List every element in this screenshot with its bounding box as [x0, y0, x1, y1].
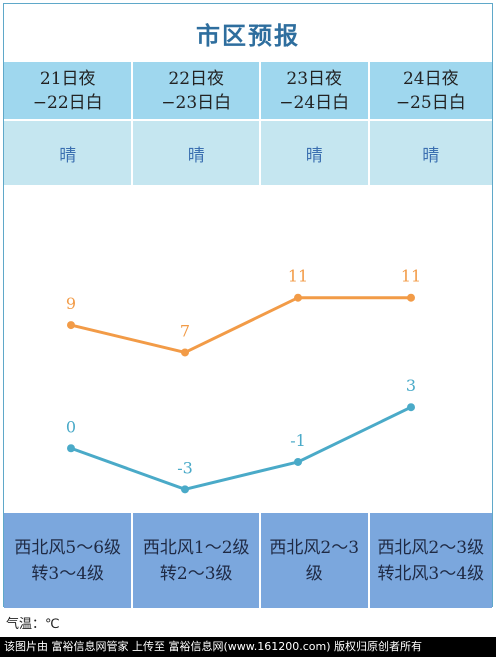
date-cell-0: 21日夜 −22日白 — [4, 62, 134, 119]
data-label: 11 — [401, 267, 421, 286]
date-line1: 22日夜 — [168, 68, 225, 89]
temperature-chart: 9 7 11 11 0 -3 -1 3 — [66, 267, 421, 494]
date-line2: −25日白 — [395, 92, 466, 113]
data-point — [181, 485, 189, 494]
date-line1: 21日夜 — [39, 68, 96, 89]
footer-credit: 该图片由 富裕信息网管家 上传至 富裕信息网(www.161200.com) 版… — [0, 637, 496, 657]
unit-label: 气温：℃ — [6, 617, 60, 632]
date-line2: −23日白 — [161, 92, 232, 113]
data-label: 11 — [288, 267, 308, 286]
wind-cell-1: 西北风1～2级 转2～3级 — [133, 513, 261, 608]
data-label: -1 — [290, 431, 306, 450]
forecast-title: 市区预报 — [196, 20, 300, 50]
data-point — [407, 293, 415, 302]
wind-line1: 西北风1～2级 — [142, 537, 250, 558]
wind-row: 西北风5～6级 转3～4级 西北风1～2级 转2～3级 西北风2～3 级 西北风… — [4, 513, 492, 608]
forecast-card: 市区预报 21日夜 −22日白 22日夜 −23日白 23日夜 −24日白 24… — [3, 3, 493, 608]
date-cell-1: 22日夜 −23日白 — [133, 62, 261, 119]
weather-cell-0: 晴 — [4, 121, 134, 185]
date-cell-3: 24日夜 −25日白 — [369, 62, 492, 119]
weather-cell-1: 晴 — [133, 121, 261, 185]
data-point — [181, 348, 189, 357]
series-line-1 — [70, 405, 412, 491]
date-row: 21日夜 −22日白 22日夜 −23日白 23日夜 −24日白 24日夜 −2… — [4, 62, 492, 119]
date-line1: 24日夜 — [402, 68, 459, 89]
wind-line1: 西北风5～6级 — [14, 537, 122, 558]
wind-line2: 转3～4级 — [31, 563, 105, 584]
wind-line1: 西北风2～3级 — [377, 537, 485, 558]
weather-cell-3: 晴 — [369, 121, 492, 185]
date-line2: −22日白 — [32, 92, 103, 113]
date-cell-2: 23日夜 −24日白 — [260, 62, 370, 119]
wind-line2: 级 — [305, 563, 323, 584]
data-point — [407, 403, 415, 412]
wind-cell-3: 西北风2～3级 转北风3～4级 — [369, 513, 492, 608]
data-label: 9 — [66, 294, 76, 313]
date-line1: 23日夜 — [286, 68, 343, 89]
wind-line2: 转2～3级 — [159, 563, 233, 584]
wind-line1: 西北风2～3 — [269, 537, 360, 558]
date-line2: −24日白 — [279, 92, 350, 113]
wind-cell-2: 西北风2～3 级 — [260, 513, 370, 608]
data-point — [67, 321, 75, 330]
wind-cell-0: 西北风5～6级 转3～4级 — [4, 513, 134, 608]
data-label: 3 — [406, 376, 416, 395]
wind-line2: 转北风3～4级 — [377, 563, 485, 584]
series-line-0 — [70, 296, 411, 355]
data-label: -3 — [177, 458, 193, 477]
data-point — [294, 457, 302, 466]
data-point — [67, 444, 75, 453]
data-label: 0 — [66, 417, 76, 436]
data-label: 7 — [180, 321, 190, 340]
weather-cell-2: 晴 — [260, 121, 370, 185]
weather-row: 晴 晴 晴 晴 — [4, 121, 492, 185]
data-point — [294, 293, 302, 302]
